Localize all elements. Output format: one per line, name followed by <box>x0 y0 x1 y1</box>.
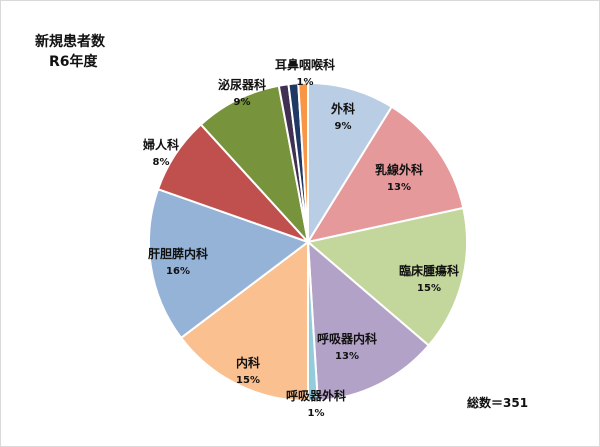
slice-label: 乳線外科 13% <box>375 162 423 193</box>
slice-percent-label: 8% <box>153 157 170 168</box>
slice-category-label: 肝胆膵内科 <box>148 246 208 261</box>
slice-label: 婦人科 8% <box>142 137 179 168</box>
slice-category-label: 泌尿器科 <box>218 77 266 92</box>
slice-label: 肝胆膵内科 16% <box>148 246 208 277</box>
slice-category-label: 耳鼻咽喉科 <box>275 57 335 72</box>
leader-line <box>304 80 308 86</box>
pie-slice <box>306 239 431 402</box>
chart-subtitle: R6年度 <box>49 54 98 70</box>
chart-title: 新規患者数 <box>35 34 105 50</box>
total-count: 総数＝351 <box>467 396 529 410</box>
pie-slice <box>305 105 465 244</box>
chart-title-block: 新規患者数 R6年度 <box>35 32 105 72</box>
slice-label: 呼吸器内科 13% <box>317 331 377 362</box>
slice-category-label: 臨床腫瘍科 <box>399 263 459 278</box>
slice-percent-label: 9% <box>234 97 251 108</box>
slice-label: 泌尿器科 9% <box>218 77 266 108</box>
slice-percent-label: 9% <box>335 121 352 132</box>
slice-category-label: 外科 <box>331 101 355 116</box>
slice-label: 内科 15% <box>236 355 260 386</box>
pie-slice <box>148 187 311 340</box>
slice-percent-label: 15% <box>236 375 260 386</box>
pie-slice <box>179 239 309 403</box>
slice-percent-label: 13% <box>387 182 411 193</box>
slice-category-label: 乳線外科 <box>375 162 423 177</box>
slice-category-label: 内科 <box>236 355 260 370</box>
slice-percent-label: 1% <box>308 408 325 419</box>
slice-label: 臨床腫瘍科 15% <box>399 263 459 294</box>
slice-category-label: 呼吸器内科 <box>317 331 377 346</box>
pie-slice <box>305 206 468 347</box>
slice-label: 外科 9% <box>331 101 355 132</box>
pie-slice <box>307 81 394 246</box>
slice-label: 耳鼻咽喉科 1% <box>275 57 335 88</box>
pie-slice <box>297 81 309 243</box>
slice-percent-label: 13% <box>335 351 359 362</box>
pie-slice <box>199 84 310 246</box>
slice-label: 呼吸器外科 1% <box>286 388 346 419</box>
slice-category-label: 婦人科 <box>142 137 179 152</box>
slice-percent-label: 1% <box>297 77 314 88</box>
slice-category-label: 呼吸器外科 <box>286 388 346 403</box>
slice-percent-label: 15% <box>417 283 441 294</box>
slice-percent-label: 16% <box>166 266 190 277</box>
